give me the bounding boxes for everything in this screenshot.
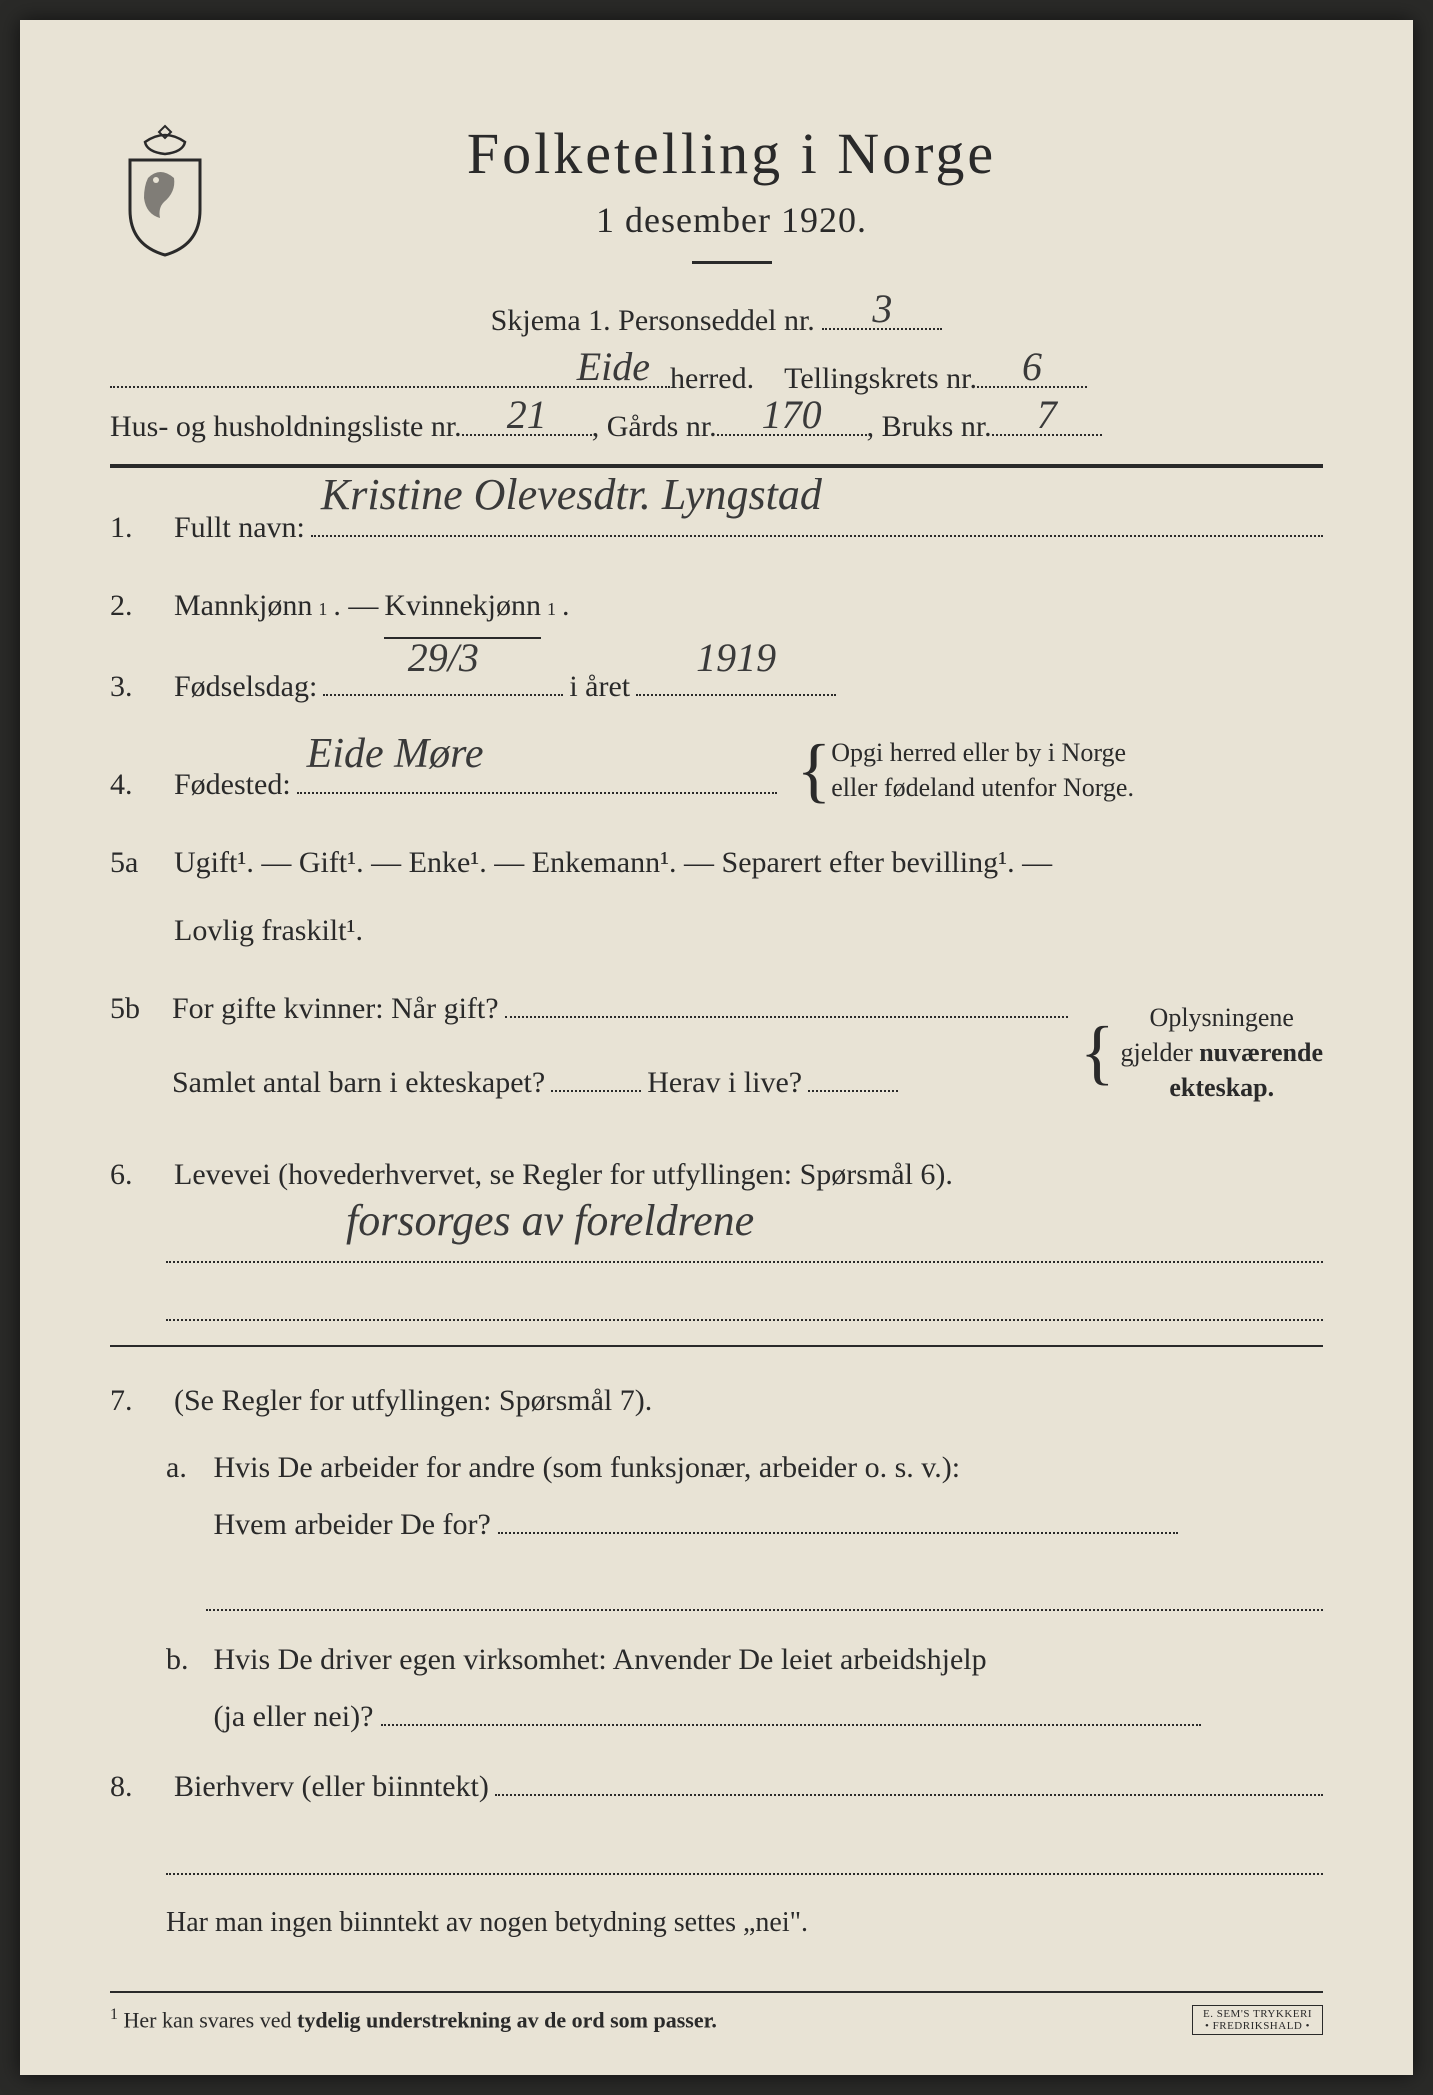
q5b-note3: ekteskap.	[1169, 1073, 1274, 1102]
q4-num: 4.	[110, 755, 166, 815]
q5a: 5a Ugift¹. — Gift¹. — Enke¹. — Enkemann¹…	[110, 833, 1323, 893]
q1-num: 1.	[110, 498, 166, 558]
form-body: 1. Fullt navn: Kristine Olevesdtr. Lyngs…	[110, 498, 1323, 1951]
main-title: Folketelling i Norge	[250, 120, 1213, 187]
q6-answer-line2	[166, 1283, 1323, 1321]
q5b-num: 5b	[110, 979, 166, 1039]
q4-note-l2: eller fødeland utenfor Norge.	[831, 773, 1134, 802]
bruks-label: , Bruks nr.	[867, 410, 992, 444]
gards-nr: 170	[762, 391, 822, 438]
brace-icon: {	[797, 738, 832, 803]
q2-mann: Mannkjønn	[174, 576, 312, 636]
q4-note-l1: Opgi herred eller by i Norge	[831, 738, 1126, 767]
bottom-note: Har man ingen biinntekt av nogen betydni…	[166, 1895, 1323, 1951]
header: Folketelling i Norge 1 desember 1920.	[110, 120, 1323, 294]
title-divider	[692, 261, 772, 264]
title-block: Folketelling i Norge 1 desember 1920.	[250, 120, 1323, 294]
q8: 8. Bierhverv (eller biinntekt)	[110, 1757, 1323, 1817]
hus-nr: 21	[507, 391, 547, 438]
thin-divider	[110, 1345, 1323, 1347]
q7a-letter: a.	[166, 1439, 206, 1496]
q3: 3. Fødselsdag: 29/3 i året 1919	[110, 657, 1323, 717]
q3-day: 29/3	[408, 618, 479, 698]
q7b-text1: Hvis De driver egen virksomhet: Anvender…	[214, 1643, 987, 1676]
q7b: b. Hvis De driver egen virksomhet: Anven…	[166, 1631, 1323, 1745]
gards-label: , Gårds nr.	[592, 410, 717, 444]
q7-label: (Se Regler for utfyllingen: Spørsmål 7).	[174, 1371, 652, 1431]
q8-line	[166, 1837, 1323, 1875]
q7a-text2: Hvem arbeider De for?	[214, 1508, 491, 1541]
q7a-line	[206, 1573, 1323, 1611]
stamp-l2: • FREDRIKSHALD •	[1205, 2020, 1310, 2032]
q5b-label2: Samlet antal barn i ekteskapet?	[172, 1053, 545, 1113]
q5a-line2: Lovlig fraskilt¹.	[110, 901, 1323, 961]
q7a-text1: Hvis De arbeider for andre (som funksjon…	[214, 1451, 961, 1484]
q3-year: 1919	[696, 618, 776, 698]
herred-label: herred.	[670, 362, 754, 396]
q8-num: 8.	[110, 1757, 166, 1817]
q8-label: Bierhverv (eller biinntekt)	[174, 1757, 489, 1817]
q6-num: 6.	[110, 1145, 166, 1205]
q3-num: 3.	[110, 657, 166, 717]
herred-value: Eide	[577, 343, 650, 390]
personseddel-nr: 3	[872, 285, 892, 332]
q1: 1. Fullt navn: Kristine Olevesdtr. Lyngs…	[110, 498, 1323, 558]
q3-label: Fødselsdag:	[174, 657, 317, 717]
census-form-page: Folketelling i Norge 1 desember 1920. Sk…	[20, 20, 1413, 2075]
tellingskrets-nr: 6	[1022, 343, 1042, 390]
bruks-nr: 7	[1037, 391, 1057, 438]
q7b-text2: (ja eller nei)?	[214, 1700, 374, 1733]
meta-skjema: Skjema 1. Personseddel nr. 3	[110, 304, 1323, 338]
printer-stamp: E. SEM'S TRYKKERI • FREDRIKSHALD •	[1192, 2005, 1323, 2035]
q5b-note1: Oplysningene	[1150, 1003, 1294, 1032]
q4-side-note: { Opgi herred eller by i Norge eller fød…	[797, 735, 1134, 805]
meta-hus: Hus- og husholdningsliste nr. 21 , Gårds…	[110, 410, 1323, 444]
q7a: a. Hvis De arbeider for andre (som funks…	[166, 1439, 1323, 1553]
footnote-text: 1 Her kan svares ved tydelig understrekn…	[110, 2006, 717, 2033]
subtitle: 1 desember 1920.	[250, 199, 1213, 241]
q7-num: 7.	[110, 1371, 166, 1431]
q4-value: Eide Møre	[307, 712, 484, 796]
brace-icon: {	[1080, 1020, 1115, 1085]
q7b-letter: b.	[166, 1631, 206, 1688]
q6-answer-line: forsorges av foreldrene	[166, 1225, 1323, 1263]
stamp-l1: E. SEM'S TRYKKERI	[1203, 2008, 1312, 2020]
q5a-options2: Lovlig fraskilt¹.	[174, 901, 363, 961]
q4-label: Fødested:	[174, 755, 291, 815]
q7: 7. (Se Regler for utfyllingen: Spørsmål …	[110, 1371, 1323, 1431]
hus-label: Hus- og husholdningsliste nr.	[110, 410, 462, 444]
skjema-label: Skjema 1. Personseddel nr.	[491, 304, 815, 337]
q1-label: Fullt navn:	[174, 498, 305, 558]
q1-value: Kristine Olevesdtr. Lyngstad	[321, 451, 822, 539]
q6-value: forsorges av foreldrene	[346, 1177, 754, 1265]
coat-of-arms-icon	[110, 120, 220, 260]
q3-year-label: i året	[569, 657, 630, 717]
q5b-side-note: { Oplysningene gjelder nuværende ekteska…	[1080, 1000, 1323, 1105]
q2-num: 2.	[110, 576, 166, 636]
meta-herred: Eide herred. Tellingskrets nr. 6	[110, 352, 1323, 396]
q5a-num: 5a	[110, 833, 166, 893]
q5b-label3: Herav i live?	[647, 1053, 802, 1113]
footnote: 1 Her kan svares ved tydelig understrekn…	[110, 1991, 1323, 2035]
q5b-label1: For gifte kvinner: Når gift?	[172, 979, 499, 1039]
q4: 4. Fødested: Eide Møre { Opgi herred ell…	[110, 735, 1323, 815]
q5b: 5b For gifte kvinner: Når gift? Samlet a…	[110, 979, 1323, 1127]
q5a-options: Ugift¹. — Gift¹. — Enke¹. — Enkemann¹. —…	[174, 833, 1052, 893]
